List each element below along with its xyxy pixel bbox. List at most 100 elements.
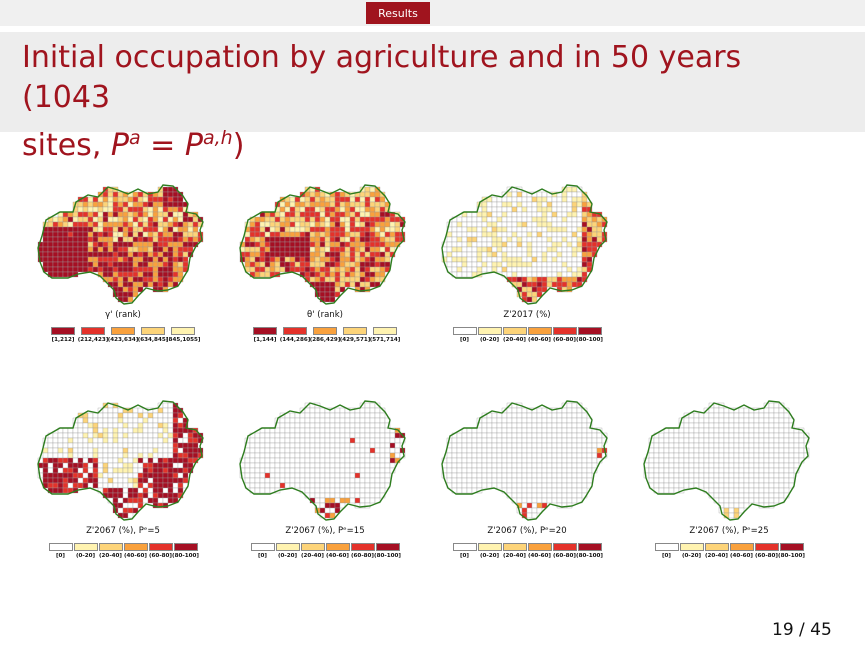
grid-cell bbox=[142, 447, 149, 454]
grid-cell bbox=[476, 457, 483, 464]
grid-cell bbox=[52, 266, 59, 273]
grid-cell bbox=[581, 422, 588, 429]
grid-cell bbox=[147, 487, 154, 494]
grid-cell bbox=[688, 477, 695, 484]
grid-cell bbox=[284, 427, 291, 434]
grid-cell bbox=[521, 507, 528, 514]
section-tab-results[interactable]: Results bbox=[366, 2, 430, 24]
grid-cell bbox=[728, 497, 735, 504]
grid-cell bbox=[379, 206, 386, 213]
grid-cell bbox=[92, 196, 99, 203]
grid-cell bbox=[304, 241, 311, 248]
grid-cell bbox=[648, 457, 655, 464]
legend-label: (60-80] bbox=[754, 553, 778, 559]
grid-cell bbox=[379, 442, 386, 449]
grid-cell bbox=[294, 201, 301, 208]
grid-cell bbox=[526, 221, 533, 228]
grid-cell bbox=[87, 422, 94, 429]
grid-cell bbox=[541, 427, 548, 434]
grid-cell bbox=[461, 266, 468, 273]
grid-cell bbox=[344, 472, 351, 479]
grid-cell bbox=[753, 472, 760, 479]
grid-cell bbox=[566, 442, 573, 449]
grid-cell bbox=[142, 211, 149, 218]
grid-cell bbox=[254, 482, 261, 489]
grid-cell bbox=[102, 427, 109, 434]
grid-cell bbox=[314, 417, 321, 424]
grid-cell bbox=[132, 286, 139, 293]
grid-cell bbox=[112, 462, 119, 469]
grid-cell bbox=[42, 447, 49, 454]
grid-cell bbox=[713, 447, 720, 454]
grid-cell bbox=[167, 236, 174, 243]
grid-cell bbox=[653, 442, 660, 449]
grid-cell bbox=[334, 437, 341, 444]
grid-cell bbox=[167, 246, 174, 253]
grid-cell bbox=[374, 246, 381, 253]
grid-cell bbox=[117, 437, 124, 444]
grid-cell bbox=[122, 236, 129, 243]
grid-cell bbox=[384, 447, 391, 454]
grid-cell bbox=[102, 251, 109, 258]
grid-cell bbox=[97, 231, 104, 238]
grid-cell bbox=[77, 266, 84, 273]
grid-cell bbox=[349, 452, 356, 459]
grid-cell bbox=[773, 447, 780, 454]
grid-cell bbox=[132, 236, 139, 243]
grid-cell bbox=[379, 211, 386, 218]
grid-cell bbox=[97, 427, 104, 434]
grid-cell bbox=[157, 241, 164, 248]
grid-cell bbox=[152, 482, 159, 489]
grid-cell bbox=[132, 206, 139, 213]
grid-cell bbox=[586, 472, 593, 479]
grid-cell bbox=[536, 266, 543, 273]
grid-cell bbox=[339, 256, 346, 263]
grid-cell bbox=[723, 452, 730, 459]
grid-cell bbox=[279, 226, 286, 233]
grid-cell bbox=[304, 487, 311, 494]
grid-cell bbox=[733, 417, 740, 424]
grid-cell bbox=[309, 211, 316, 218]
grid-cell bbox=[249, 246, 256, 253]
grid-cell bbox=[556, 487, 563, 494]
grid-cell bbox=[279, 442, 286, 449]
grid-cell bbox=[102, 266, 109, 273]
grid-cell bbox=[57, 447, 64, 454]
grid-cell bbox=[182, 246, 189, 253]
grid-cell bbox=[152, 266, 159, 273]
grid-cell bbox=[678, 432, 685, 439]
grid-cell bbox=[688, 467, 695, 474]
grid-cell bbox=[289, 422, 296, 429]
grid-cell bbox=[389, 447, 396, 454]
grid-cell bbox=[586, 432, 593, 439]
grid-cell bbox=[536, 196, 543, 203]
grid-cell bbox=[703, 462, 710, 469]
grid-cell bbox=[728, 432, 735, 439]
grid-cell bbox=[122, 216, 129, 223]
grid-cell bbox=[117, 216, 124, 223]
grid-cell bbox=[147, 442, 154, 449]
grid-cell bbox=[92, 251, 99, 258]
grid-cell bbox=[354, 422, 361, 429]
grid-cell bbox=[354, 417, 361, 424]
grid-cell bbox=[668, 437, 675, 444]
grid-cell bbox=[309, 191, 316, 198]
grid-cell bbox=[97, 432, 104, 439]
grid-cell bbox=[122, 457, 129, 464]
grid-cell bbox=[309, 201, 316, 208]
grid-cell bbox=[506, 246, 513, 253]
grid-cell bbox=[299, 236, 306, 243]
grid-cell bbox=[389, 231, 396, 238]
grid-cell bbox=[339, 196, 346, 203]
grid-cell bbox=[788, 432, 795, 439]
grid-cell bbox=[127, 221, 134, 228]
grid-cell bbox=[379, 201, 386, 208]
grid-cell bbox=[309, 422, 316, 429]
grid-cell bbox=[107, 191, 114, 198]
grid-cell bbox=[264, 467, 271, 474]
grid-cell bbox=[87, 266, 94, 273]
grid-cell bbox=[62, 447, 69, 454]
grid-cell bbox=[182, 256, 189, 263]
grid-cell bbox=[526, 497, 533, 504]
grid-cell bbox=[294, 256, 301, 263]
